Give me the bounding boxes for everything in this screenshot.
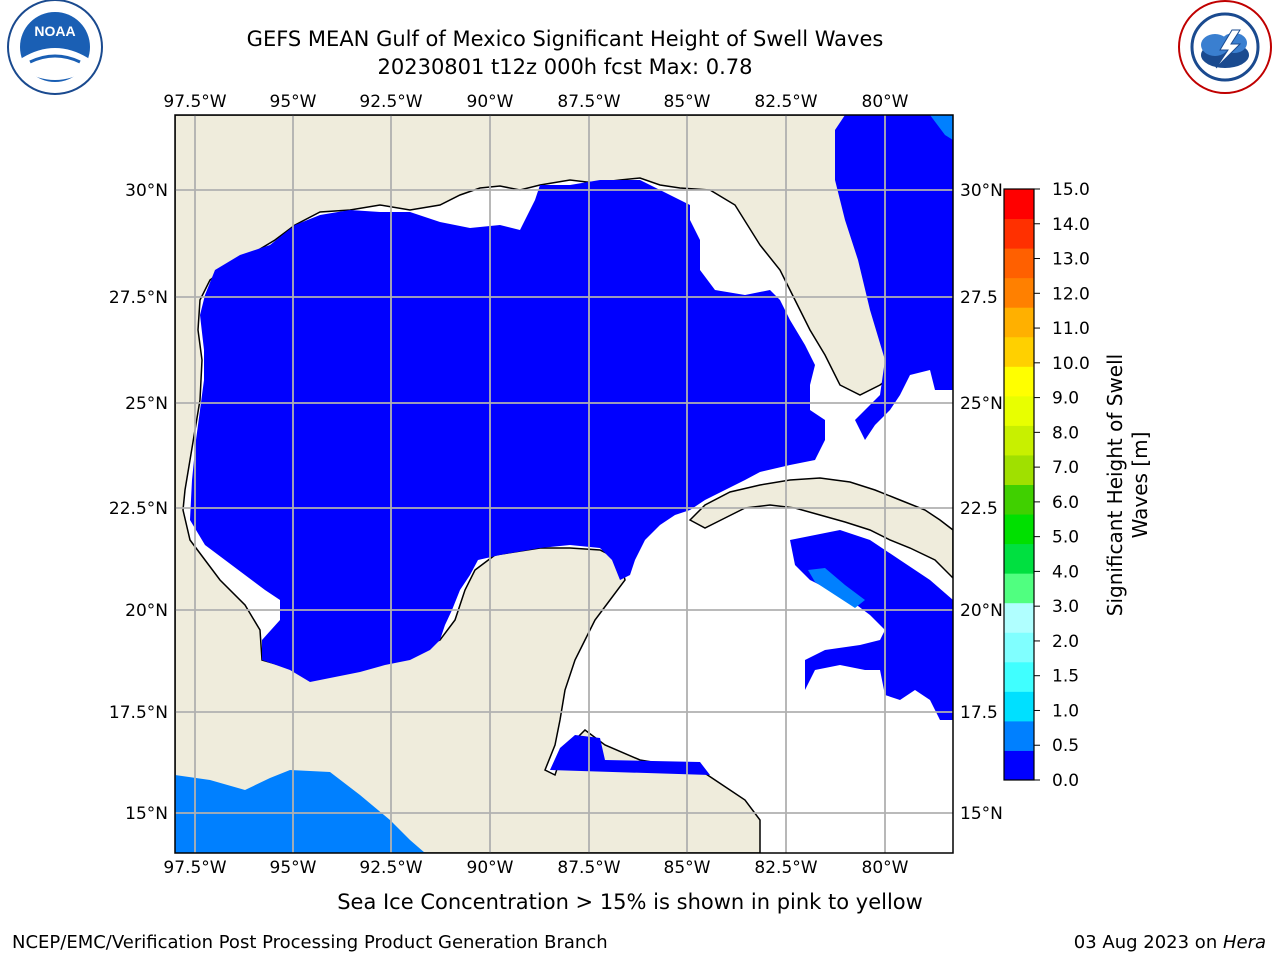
sea-ice-caption: Sea Ice Concentration > 15% is shown in … xyxy=(337,890,923,914)
colorbar-tick-label: 7.0 xyxy=(1052,458,1079,478)
colorbar-swatch xyxy=(1004,189,1034,220)
colorbar-swatch xyxy=(1004,750,1034,781)
colorbar-swatch xyxy=(1004,514,1034,545)
lat-label-left: 25°N xyxy=(125,394,168,414)
lon-label-top: 92.5°W xyxy=(359,92,422,112)
date-stamp: 03 Aug 2023 on Hera xyxy=(1074,932,1266,953)
colorbar-swatch xyxy=(1004,395,1034,426)
swell-layer xyxy=(175,115,953,853)
logos: NOAA xyxy=(7,0,1272,95)
colorbar: 15.0 14.0 13.0 12.0 11.0 10.0 9.0 8.0 7.0 6.0 5.0 4… xyxy=(1003,180,1090,791)
colorbar-swatch xyxy=(1004,248,1034,279)
chart-subtitle: 20230801 t12z 000h fcst Max: 0.78 xyxy=(377,55,753,79)
colorbar-label: Significant Height of Swell Waves [m] xyxy=(1103,325,1153,645)
colorbar-tick-label: 0.5 xyxy=(1052,736,1079,756)
lon-label-bottom: 92.5°W xyxy=(359,858,422,878)
lat-label-left: 20°N xyxy=(125,601,168,621)
lat-label-left: 22.5°N xyxy=(109,499,168,519)
noaa-logo-text: NOAA xyxy=(34,23,75,39)
colorbar-tick-label: 10.0 xyxy=(1052,354,1090,374)
credit-text: NCEP/EMC/Verification Post Processing Pr… xyxy=(12,932,608,953)
lon-label-bottom: 97.5°W xyxy=(163,858,226,878)
colorbar-swatch xyxy=(1004,425,1034,456)
colorbar-tick-label: 15.0 xyxy=(1052,180,1090,200)
lat-label-right: 25°N xyxy=(960,394,1003,414)
colorbar-swatch xyxy=(1004,691,1034,722)
colorbar-tick-label: 3.0 xyxy=(1052,597,1079,617)
lon-label-bottom: 90°W xyxy=(467,858,514,878)
lon-label-top: 82.5°W xyxy=(754,92,817,112)
nws-logo xyxy=(1178,0,1272,94)
lat-label-right: 15°N xyxy=(960,804,1003,824)
colorbar-tick-label: 14.0 xyxy=(1052,215,1090,235)
colorbar-swatch xyxy=(1004,602,1034,633)
lon-label-top: 97.5°W xyxy=(163,92,226,112)
colorbar-tick-label: 11.0 xyxy=(1052,319,1090,339)
colorbar-tick-label: 0.0 xyxy=(1052,771,1079,791)
colorbar-label-line1: Significant Height of Swell xyxy=(1103,353,1127,617)
colorbar-tick-label: 8.0 xyxy=(1052,423,1079,443)
colorbar-swatch xyxy=(1004,307,1034,338)
colorbar-tick-label: 4.0 xyxy=(1052,562,1079,582)
swell-gulf-0-0.5m xyxy=(190,180,825,682)
machine-name: Hera xyxy=(1222,932,1266,953)
lat-label-right: 22.5 xyxy=(960,499,998,519)
colorbar-swatch xyxy=(1004,720,1034,751)
colorbar-label-line2: Waves [m] xyxy=(1128,431,1152,539)
colorbar-swatch xyxy=(1004,277,1034,308)
swell-atlantic-0.5-1m xyxy=(930,115,953,140)
swell-atlantic-0-0.5m xyxy=(835,115,953,440)
lon-label-bottom: 95°W xyxy=(270,858,317,878)
map-tick-labels: 97.5°W 97.5°W 95°W 95°W 92.5°W 92.5°W 90°W 90°W… xyxy=(109,92,1003,878)
swell-caribbean-0.5-1m xyxy=(808,568,865,608)
colorbar-swatch xyxy=(1004,632,1034,663)
land-cuba xyxy=(688,477,953,580)
lon-label-top: 80°W xyxy=(862,92,909,112)
colorbar-frame xyxy=(1003,188,1035,781)
lon-label-bottom: 80°W xyxy=(862,858,909,878)
lon-label-bottom: 82.5°W xyxy=(754,858,817,878)
lon-label-bottom: 87.5°W xyxy=(557,858,620,878)
gridlines xyxy=(175,115,953,853)
colorbar-swatch xyxy=(1004,484,1034,515)
colorbar-tick-label: 13.0 xyxy=(1052,250,1090,270)
colorbar-tick-label: 9.0 xyxy=(1052,389,1079,409)
lon-label-bottom: 85°W xyxy=(664,858,711,878)
date-text: 03 Aug 2023 on xyxy=(1073,932,1223,953)
colorbar-swatch xyxy=(1004,573,1034,604)
lat-label-left: 27.5°N xyxy=(109,288,168,308)
map-area xyxy=(175,115,953,853)
lat-label-left: 17.5°N xyxy=(109,703,168,723)
swell-pacific-0.5-1m xyxy=(175,770,425,853)
lon-label-top: 95°W xyxy=(270,92,317,112)
colorbar-swatch xyxy=(1004,366,1034,397)
colorbar-tick-label: 1.0 xyxy=(1052,701,1079,721)
lat-label-right: 27.5 xyxy=(960,288,998,308)
colorbar-tick-label: 1.5 xyxy=(1052,667,1079,687)
colorbar-tick-label: 2.0 xyxy=(1052,632,1079,652)
colorbar-swatch xyxy=(1004,661,1034,692)
lat-label-left: 30°N xyxy=(125,181,168,201)
lat-label-left: 15°N xyxy=(125,804,168,824)
lon-label-top: 85°W xyxy=(664,92,711,112)
map-frame xyxy=(174,114,954,854)
lat-label-right: 30°N xyxy=(960,181,1003,201)
colorbar-tick-label: 5.0 xyxy=(1052,528,1079,548)
lon-label-top: 90°W xyxy=(467,92,514,112)
lon-label-top: 87.5°W xyxy=(557,92,620,112)
colorbar-swatch xyxy=(1004,336,1034,367)
colorbar-tick-label: 6.0 xyxy=(1052,493,1079,513)
colorbar-swatch xyxy=(1004,454,1034,485)
noaa-logo: NOAA xyxy=(7,0,103,95)
colorbar-swatch xyxy=(1004,218,1034,249)
colorbar-swatch xyxy=(1004,543,1034,574)
lat-label-right: 20°N xyxy=(960,601,1003,621)
swell-honduras-0-0.5m xyxy=(550,735,710,775)
chart-title: GEFS MEAN Gulf of Mexico Significant Hei… xyxy=(246,27,884,51)
lat-label-right: 17.5 xyxy=(960,703,998,723)
colorbar-tick-label: 12.0 xyxy=(1052,284,1090,304)
